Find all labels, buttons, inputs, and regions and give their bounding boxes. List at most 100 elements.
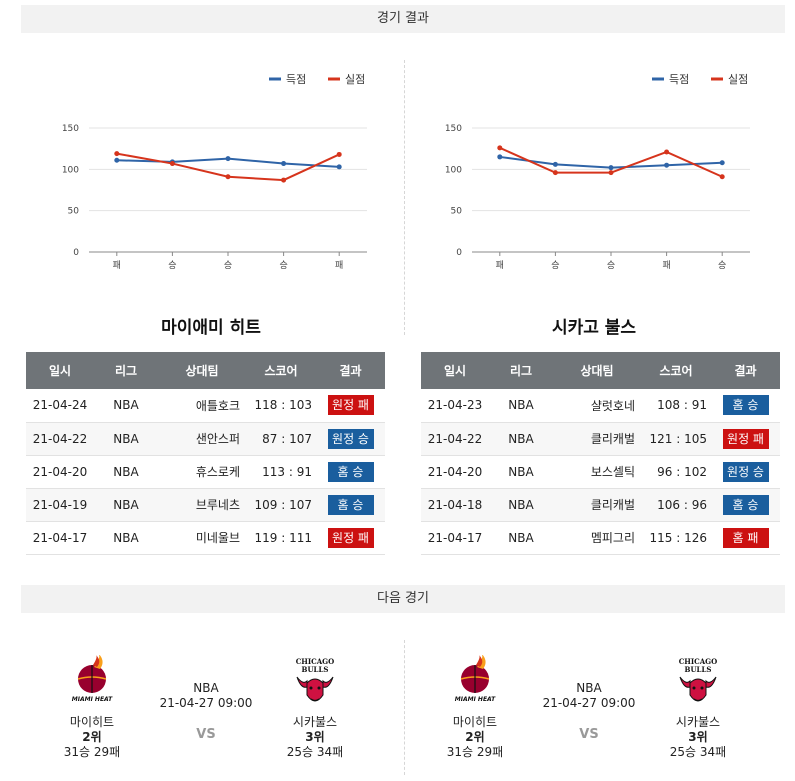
- home-team-record: 31승 29패: [446, 745, 504, 759]
- game-info: NBA 21-04-27 09:00: [534, 681, 644, 711]
- result-badge: 원정 패: [327, 527, 374, 548]
- y-tick-label: 150: [62, 124, 79, 134]
- result-badge: 홈 패: [722, 527, 769, 548]
- game-date: 21-04-22: [421, 422, 489, 456]
- away-team-rank: 3위: [305, 730, 325, 744]
- svg-text:MIAMI HEAT: MIAMI HEAT: [72, 696, 113, 703]
- data-point: [608, 170, 614, 176]
- x-tick-label: 승: [279, 260, 287, 271]
- game-date: 21-04-17: [421, 521, 489, 555]
- data-point: [281, 161, 287, 167]
- game-opponent: 샬럿호네: [553, 389, 641, 423]
- col-league: 리그: [489, 352, 553, 389]
- data-point: [552, 170, 558, 176]
- table-header-row: 일시 리그 상대팀 스코어 결과: [26, 352, 385, 389]
- svg-text:BULLS: BULLS: [302, 665, 329, 674]
- game-opponent: 애틀호크: [158, 389, 246, 423]
- y-tick-label: 0: [73, 248, 79, 258]
- y-tick-label: 100: [62, 165, 79, 175]
- game-score: 109 : 107: [246, 488, 316, 522]
- result-badge: 홈 승: [327, 461, 374, 482]
- home-team-rank: 2위: [465, 730, 485, 744]
- game-date: 21-04-22: [26, 422, 94, 456]
- svg-text:BULLS: BULLS: [685, 665, 712, 674]
- data-point: [114, 157, 120, 163]
- col-result: 결과: [711, 352, 780, 389]
- game-score: 119 : 111: [246, 521, 316, 555]
- result-badge: 홈 승: [722, 395, 769, 416]
- data-point: [169, 161, 175, 167]
- game-date: 21-04-17: [26, 521, 94, 555]
- x-tick-label: 패: [662, 260, 670, 271]
- next-game-card: MIAMI HEAT 마이히트 2위 31승 29패 NBA 21-04-27 …: [21, 645, 401, 765]
- game-opponent: 클리캐벌: [553, 422, 641, 456]
- data-point: [497, 154, 503, 160]
- data-point: [552, 161, 558, 167]
- table-row: 21-04-23 NBA 샬럿호네 108 : 91 홈 승: [421, 389, 780, 423]
- miami-heat-logo-icon: MIAMI HEAT: [72, 655, 113, 703]
- game-score: 106 : 96: [641, 488, 711, 522]
- data-point: [497, 145, 503, 151]
- game-score: 87 : 107: [246, 422, 316, 456]
- table-row: 21-04-20 NBA 보스셀틱 96 : 102 원정 승: [421, 455, 780, 489]
- next-game-card: MIAMI HEAT 마이히트 2위 31승 29패 NBA 21-04-27 …: [404, 645, 784, 765]
- chicago-bulls-logo-icon: CHICAGO BULLS: [679, 657, 718, 702]
- data-point: [664, 149, 670, 155]
- game-opponent: 멤피그리: [553, 521, 641, 555]
- table-row: 21-04-20 NBA 휴스로케 113 : 91 홈 승: [26, 455, 385, 489]
- legend-label: 실점: [728, 73, 748, 86]
- home-team: MIAMI HEAT 마이히트 2위 31승 29패: [430, 655, 520, 760]
- away-team-record: 25승 34패: [286, 745, 344, 759]
- x-tick-label: 패: [335, 260, 343, 271]
- vs-label: VS: [579, 727, 599, 742]
- y-tick-label: 0: [456, 248, 462, 258]
- bulls-results-table: 일시 리그 상대팀 스코어 결과 21-04-23 NBA 샬럿호네 108 :…: [421, 352, 780, 555]
- bulls-team-title: 시카고 불스: [551, 318, 637, 338]
- data-point: [719, 174, 725, 180]
- game-score: 118 : 103: [246, 389, 316, 423]
- data-point: [225, 174, 231, 180]
- game-league: NBA: [193, 681, 219, 695]
- svg-text:CHICAGO: CHICAGO: [679, 657, 718, 666]
- game-date: 21-04-18: [421, 488, 489, 522]
- chart-legend: 득점 실점: [269, 73, 365, 86]
- result-badge: 원정 승: [722, 461, 769, 482]
- vertical-divider: [404, 60, 405, 335]
- miami-heat-logo-icon: MIAMI HEAT: [455, 655, 496, 703]
- game-opponent: 휴스로케: [158, 455, 246, 489]
- game-league: NBA: [489, 389, 553, 423]
- x-tick-label: 패: [113, 260, 121, 271]
- game-date: 21-04-20: [26, 455, 94, 489]
- bulls-score-chart: 득점 실점 0 50 100 150 패 승 승 패 승: [404, 60, 784, 280]
- game-date: 21-04-23: [421, 389, 489, 423]
- col-date: 일시: [421, 352, 489, 389]
- game-league: NBA: [489, 521, 553, 555]
- game-score: 113 : 91: [246, 455, 316, 489]
- x-tick-label: 패: [496, 260, 504, 271]
- results-section-header: 경기 결과: [21, 5, 785, 33]
- y-tick-label: 150: [445, 124, 462, 134]
- col-result: 결과: [316, 352, 385, 389]
- y-tick-label: 50: [68, 207, 80, 217]
- x-tick-label: 승: [551, 260, 559, 271]
- game-info: NBA 21-04-27 09:00: [151, 681, 261, 711]
- table-row: 21-04-19 NBA 브루네츠 109 : 107 홈 승: [26, 488, 385, 522]
- data-point: [114, 151, 120, 157]
- x-tick-label: 승: [168, 260, 176, 271]
- result-badge: 원정 패: [327, 395, 374, 416]
- game-opponent: 샌안스퍼: [158, 422, 246, 456]
- data-point: [336, 164, 342, 170]
- away-team-name: 시카불스: [292, 715, 338, 729]
- data-point: [719, 160, 725, 166]
- game-league: NBA: [576, 681, 602, 695]
- result-badge: 홈 승: [327, 494, 374, 515]
- col-opponent: 상대팀: [158, 352, 246, 389]
- game-opponent: 보스셀틱: [553, 455, 641, 489]
- game-score: 96 : 102: [641, 455, 711, 489]
- game-league: NBA: [489, 422, 553, 456]
- col-league: 리그: [94, 352, 158, 389]
- table-row: 21-04-22 NBA 클리캐벌 121 : 105 원정 패: [421, 422, 780, 456]
- col-date: 일시: [26, 352, 94, 389]
- away-team-name: 시카불스: [675, 715, 721, 729]
- game-score: 121 : 105: [641, 422, 711, 456]
